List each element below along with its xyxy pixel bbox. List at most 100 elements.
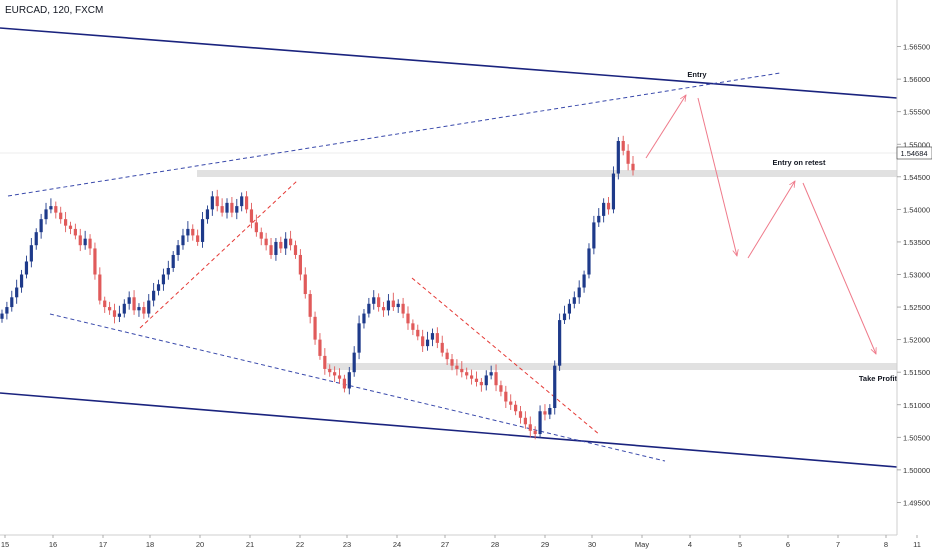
bull-candle: [347, 372, 351, 389]
arrow-drop-to-retest: [697, 97, 737, 256]
bull-candle: [19, 274, 24, 288]
bull-candle: [553, 365, 557, 409]
x-tick-label: 23: [343, 540, 351, 549]
bear-candle: [460, 368, 464, 373]
take-profit-label: Take Profit: [859, 374, 898, 383]
bear-candle: [337, 375, 342, 379]
bear-candle: [509, 401, 513, 405]
bull-candle: [127, 297, 131, 304]
bull-candle: [186, 228, 190, 236]
x-tick-label: 21: [246, 540, 254, 549]
bull-candle: [582, 274, 586, 288]
take-profit-zone: [327, 363, 897, 370]
y-tick-label: 1.51000: [903, 401, 930, 410]
x-axis: 15 16 17 18 20 21 22 23 24 27 28 29 30 May 4 5 6 7 8 11: [0, 534, 921, 549]
y-tick-label: 1.51500: [903, 368, 930, 377]
symbol-title: EURCAD, 120, FXCM: [5, 5, 104, 16]
bear-candle: [59, 212, 63, 220]
entry-label: Entry: [687, 70, 707, 79]
bull-candle: [15, 287, 19, 298]
x-tick-label: 16: [49, 540, 57, 549]
bull-candle: [367, 303, 371, 314]
bear-candle: [279, 241, 283, 249]
x-tick-label: 30: [588, 540, 596, 549]
bear-candle: [514, 404, 518, 412]
x-tick-label: 6: [786, 540, 790, 549]
bear-candle: [293, 245, 298, 255]
bear-candle: [259, 232, 263, 239]
bull-candle: [611, 173, 616, 210]
bull-candle: [235, 206, 239, 213]
bear-candle: [406, 313, 410, 324]
x-tick-label: 20: [196, 540, 204, 549]
bear-candle: [220, 206, 224, 213]
bull-candle: [122, 303, 126, 314]
y-tick-label: 1.56000: [903, 75, 930, 84]
bear-candle: [504, 391, 508, 402]
bull-candle: [44, 209, 48, 220]
x-tick-label: 22: [296, 540, 304, 549]
bull-candle: [83, 238, 87, 246]
bull-candle: [362, 313, 366, 324]
bull-candle: [577, 287, 581, 298]
x-tick-label: May: [635, 540, 649, 549]
bull-candle: [616, 140, 620, 174]
entry-retest-label: Entry on retest: [773, 158, 826, 167]
x-tick-label: 18: [146, 540, 154, 549]
bear-candle: [78, 235, 82, 246]
bear-candle: [215, 196, 219, 207]
x-tick-label: 27: [441, 540, 449, 549]
bull-candle: [352, 352, 356, 373]
bear-candle: [621, 140, 625, 151]
entry-retest-zone: [197, 170, 897, 177]
bear-candle: [264, 238, 268, 246]
falling-red-trendline: [411, 277, 601, 436]
candles: [0, 135, 635, 440]
horizontal-zones: [0, 152, 897, 370]
trend-lines: [0, 27, 898, 468]
x-tick-label: 29: [541, 540, 549, 549]
y-tick-label: 1.50000: [903, 466, 930, 475]
bear-candle: [230, 202, 234, 213]
bull-candle: [181, 235, 185, 246]
y-tick-label: 1.50500: [903, 433, 930, 442]
bear-candle: [474, 378, 479, 382]
annotation-labels: Entry Entry on retest Take Profit: [687, 70, 897, 383]
bear-candle: [244, 196, 249, 210]
bear-candle: [323, 355, 327, 369]
y-axis: 1.56500 1.56000 1.55500 1.55000 1.54500 1.540…: [896, 0, 930, 535]
bear-candle: [318, 339, 322, 356]
bear-candle: [533, 430, 537, 435]
bull-candle: [137, 307, 141, 311]
x-tick-label: 28: [491, 540, 499, 549]
bull-candle: [567, 303, 572, 314]
bear-candle: [103, 300, 107, 308]
bear-candle: [73, 228, 77, 236]
bull-candle: [572, 297, 576, 304]
bull-candle: [225, 202, 229, 213]
bull-candle: [0, 313, 4, 319]
bear-candle: [88, 238, 92, 249]
bear-candle: [421, 336, 425, 347]
bull-candle: [430, 333, 435, 340]
bull-candle: [210, 196, 214, 210]
x-tick-label: 5: [738, 540, 742, 549]
upper-channel-line: [0, 27, 898, 99]
y-tick-label: 1.53000: [903, 271, 930, 280]
bear-candle: [342, 378, 347, 389]
bear-candle: [479, 381, 483, 386]
y-tick-label: 1.52000: [903, 336, 930, 345]
bear-candle: [494, 372, 498, 386]
bear-candle: [465, 372, 469, 376]
bull-candle: [117, 313, 121, 317]
bear-candle: [249, 209, 254, 223]
y-tick-label: 1.55000: [903, 140, 930, 149]
bull-candle: [166, 267, 170, 275]
bear-candle: [631, 163, 635, 171]
bear-candle: [518, 411, 523, 418]
bull-candle: [171, 254, 175, 268]
current-price-value: 1.54684: [900, 149, 927, 158]
bull-candle: [562, 313, 567, 321]
